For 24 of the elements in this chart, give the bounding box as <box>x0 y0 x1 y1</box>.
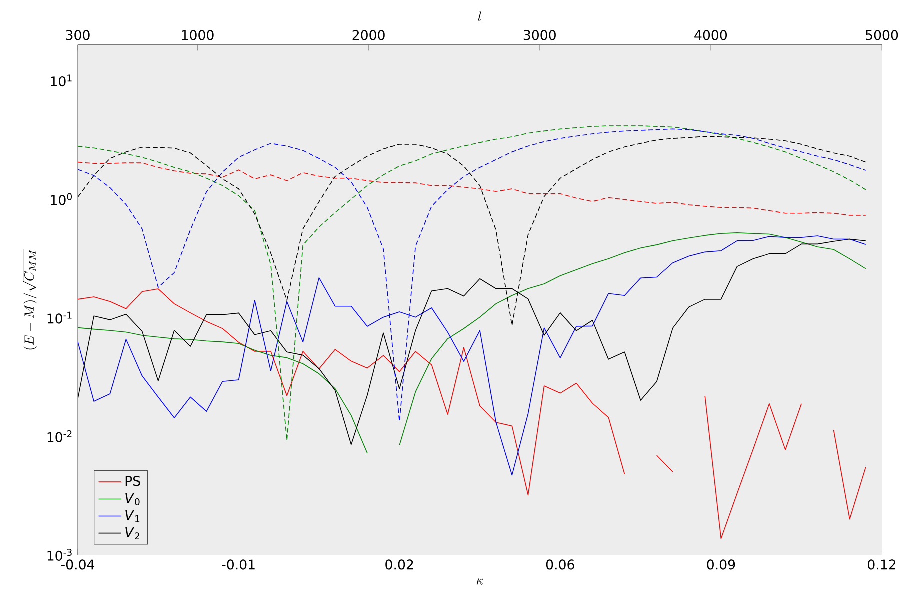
y-tick-label: 10$^{0}$ <box>51 193 72 206</box>
legend-label: V$_{0}$ <box>126 493 140 506</box>
legend-label: PS <box>126 476 140 486</box>
x-tick-label: -0.01 <box>222 560 255 570</box>
x-axis-title: $\kappa$ <box>476 578 484 585</box>
y-tick-label: 10$^{-2}$ <box>48 430 72 442</box>
y-tick-label: 10$^{-3}$ <box>48 549 72 561</box>
x2-tick-label: 3000 <box>524 30 556 40</box>
legend-label: V$_{2}$ <box>126 527 140 540</box>
x-tick-label: 0.06 <box>546 560 574 570</box>
x2-tick-label: 2000 <box>352 30 385 40</box>
x2-axis-title: $l$ <box>478 12 482 22</box>
y-axis-title: $(E-M)/\sqrt{C_{MM}}$ <box>23 249 38 350</box>
x2-tick-label: 300 <box>66 30 90 40</box>
legend-label: V$_{1}$ <box>126 510 140 522</box>
x-tick-label: 0.12 <box>868 560 896 570</box>
x-tick-label: -0.04 <box>61 560 95 570</box>
x2-tick-label: 1000 <box>182 30 214 40</box>
y-tick-label: 10$^{1}$ <box>51 74 72 87</box>
x2-tick-label: 5000 <box>866 30 898 40</box>
y-tick-label: 10$^{-1}$ <box>48 312 72 324</box>
x-tick-label: 0.09 <box>707 560 736 570</box>
x-tick-label: 0.02 <box>386 560 414 570</box>
x2-tick-label: 4000 <box>694 30 728 40</box>
